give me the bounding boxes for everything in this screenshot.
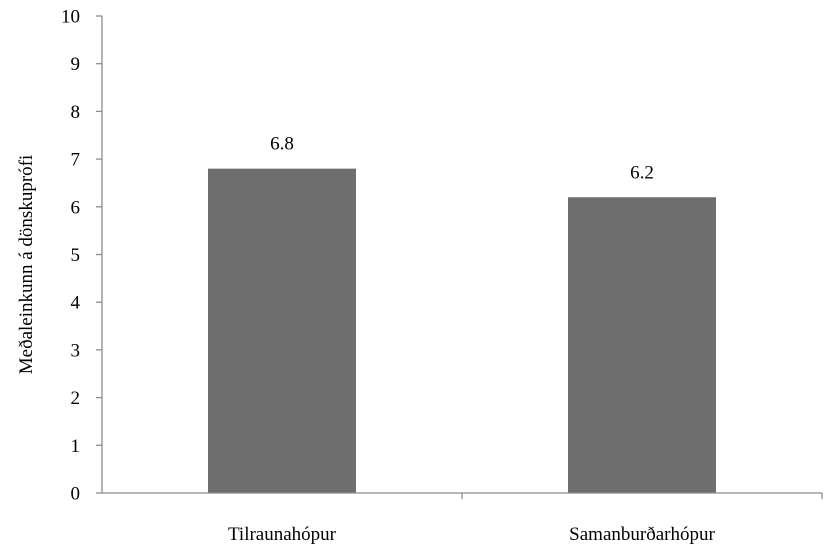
- y-tick-label: 4: [71, 293, 81, 314]
- y-tick-label: 7: [71, 150, 81, 171]
- y-tick-label: 0: [71, 484, 81, 505]
- y-tick-label: 2: [71, 388, 81, 409]
- category-label-1: Tilraunahópur: [228, 524, 337, 545]
- y-tick-label: 6: [71, 197, 81, 218]
- data-label-2: 6.2: [630, 162, 654, 183]
- data-labels: 6.8 6.2: [270, 134, 654, 184]
- y-axis-title: Meðaleinkunn á dönskuprófi: [16, 155, 37, 375]
- bars: [208, 168, 716, 493]
- y-tick-label: 1: [71, 436, 81, 457]
- y-tick-label: 8: [71, 102, 81, 123]
- data-label-1: 6.8: [270, 134, 294, 155]
- y-tick-label: 5: [71, 245, 81, 266]
- y-tick-label: 10: [61, 7, 80, 28]
- category-label-2: Samanburðarhópur: [569, 524, 715, 545]
- bar-2: [568, 197, 716, 493]
- category-labels: Tilraunahópur Samanburðarhópur: [228, 524, 715, 545]
- y-axis-ticks: 0 1 2 3 4 5 6 7 8 9 10: [61, 7, 823, 505]
- y-tick-label: 3: [71, 340, 81, 361]
- bar-1: [208, 168, 356, 493]
- y-tick-label: 9: [71, 54, 81, 75]
